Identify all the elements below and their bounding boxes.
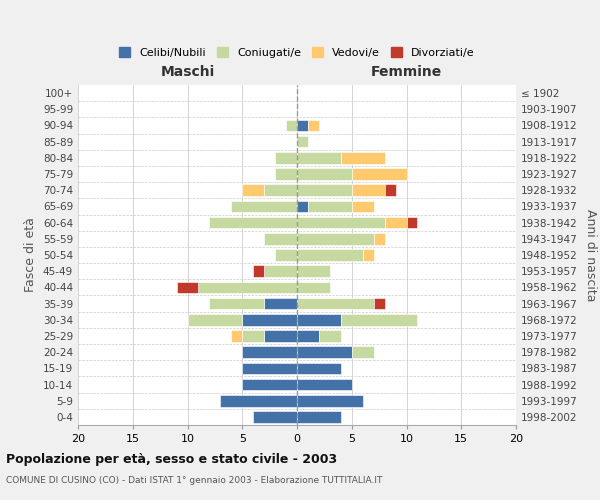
Bar — [242, 184, 264, 196]
Bar — [297, 411, 341, 422]
Bar — [275, 168, 297, 180]
Y-axis label: Anni di nascita: Anni di nascita — [584, 209, 597, 301]
Bar — [286, 120, 297, 132]
Bar — [297, 282, 330, 293]
Bar — [385, 217, 407, 228]
Bar — [232, 330, 242, 342]
Bar — [253, 266, 264, 277]
Bar — [275, 249, 297, 261]
Bar — [297, 314, 341, 326]
Bar — [341, 152, 385, 164]
Bar — [242, 346, 297, 358]
Bar — [297, 120, 308, 132]
Bar — [264, 233, 297, 244]
Bar — [352, 346, 374, 358]
Text: Femmine: Femmine — [371, 64, 442, 78]
Y-axis label: Fasce di età: Fasce di età — [25, 218, 37, 292]
Bar — [352, 168, 407, 180]
Bar — [242, 314, 297, 326]
Bar — [176, 282, 199, 293]
Bar — [297, 378, 352, 390]
Text: Maschi: Maschi — [160, 64, 215, 78]
Bar — [297, 168, 352, 180]
Bar — [308, 120, 319, 132]
Bar — [374, 233, 385, 244]
Bar — [297, 249, 362, 261]
Bar — [275, 152, 297, 164]
Bar — [341, 314, 418, 326]
Bar — [242, 378, 297, 390]
Bar — [362, 249, 374, 261]
Bar — [352, 184, 385, 196]
Text: Popolazione per età, sesso e stato civile - 2003: Popolazione per età, sesso e stato civil… — [6, 452, 337, 466]
Bar — [297, 362, 341, 374]
Bar — [297, 217, 385, 228]
Bar — [209, 298, 264, 310]
Bar — [209, 217, 297, 228]
Bar — [242, 362, 297, 374]
Legend: Celibi/Nubili, Coniugati/e, Vedovi/e, Divorziati/e: Celibi/Nubili, Coniugati/e, Vedovi/e, Di… — [115, 43, 479, 62]
Bar — [253, 411, 297, 422]
Bar — [297, 346, 352, 358]
Bar — [220, 395, 297, 406]
Bar — [297, 152, 341, 164]
Bar — [319, 330, 341, 342]
Bar — [297, 266, 330, 277]
Bar — [264, 330, 297, 342]
Bar — [199, 282, 297, 293]
Bar — [407, 217, 418, 228]
Bar — [297, 298, 374, 310]
Bar — [264, 266, 297, 277]
Bar — [242, 330, 264, 342]
Bar — [297, 330, 319, 342]
Bar — [264, 184, 297, 196]
Bar — [297, 136, 308, 147]
Text: COMUNE DI CUSINO (CO) - Dati ISTAT 1° gennaio 2003 - Elaborazione TUTTITALIA.IT: COMUNE DI CUSINO (CO) - Dati ISTAT 1° ge… — [6, 476, 382, 485]
Bar — [297, 395, 362, 406]
Bar — [352, 200, 374, 212]
Bar — [232, 200, 297, 212]
Bar — [187, 314, 242, 326]
Bar — [297, 184, 352, 196]
Bar — [308, 200, 352, 212]
Bar — [385, 184, 395, 196]
Bar — [297, 233, 374, 244]
Bar — [374, 298, 385, 310]
Bar — [264, 298, 297, 310]
Bar — [297, 200, 308, 212]
